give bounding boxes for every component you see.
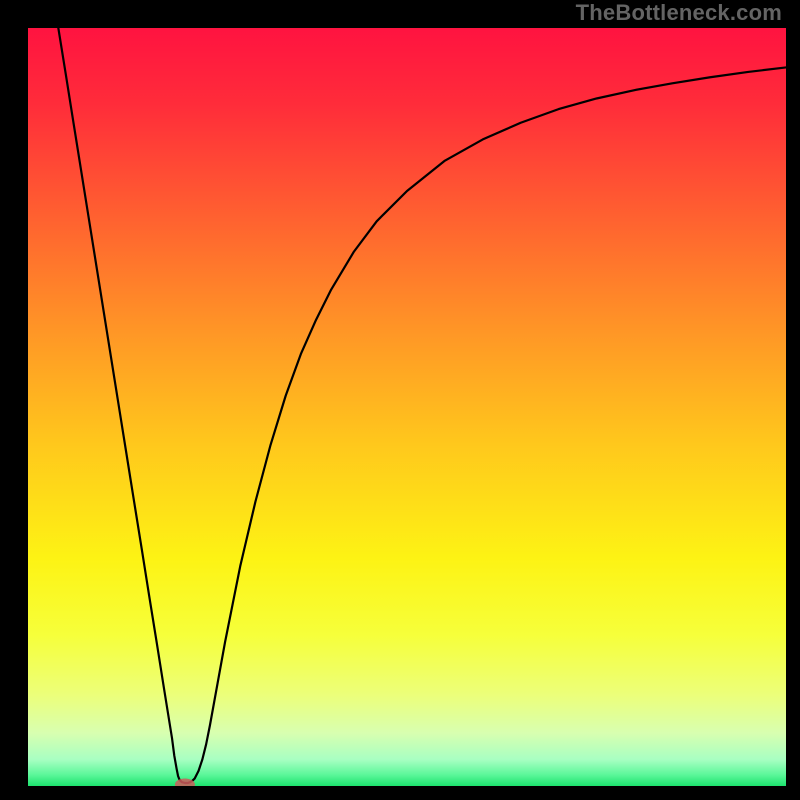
gradient-background [28, 28, 786, 786]
plot-area [28, 28, 786, 786]
bottleneck-chart-container: TheBottleneck.com [0, 0, 800, 800]
chart-svg [28, 28, 786, 786]
watermark-text: TheBottleneck.com [576, 0, 782, 26]
